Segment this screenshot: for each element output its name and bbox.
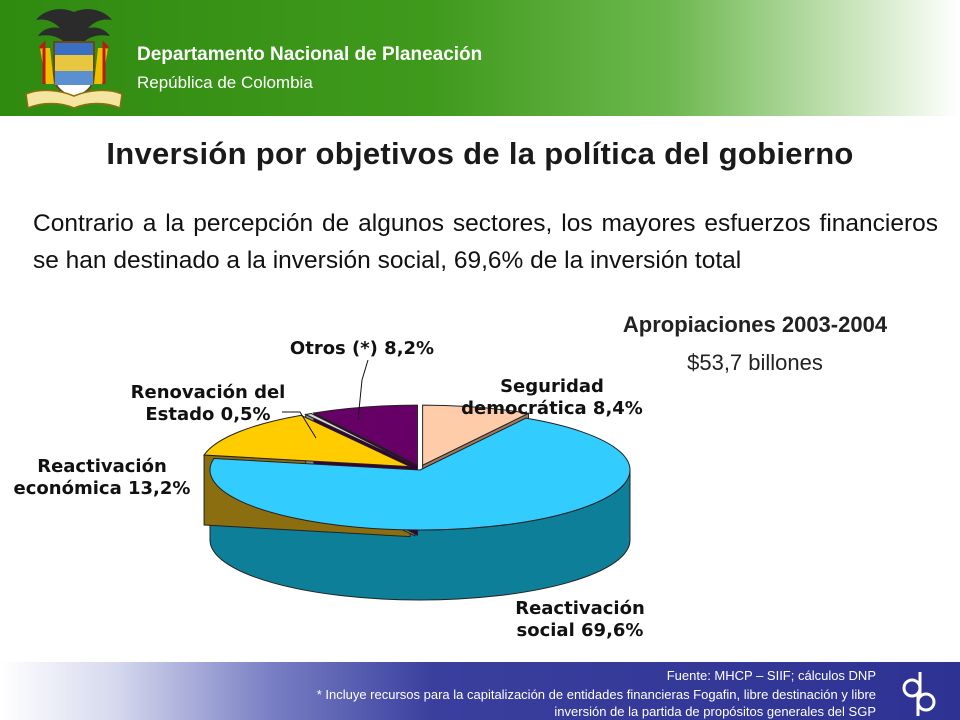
pie-slice-reactivaci-n-econ-mica — [203, 414, 411, 468]
org-subtitle: República de Colombia — [137, 73, 313, 92]
chart-total: $53,7 billones — [687, 350, 823, 375]
footer-banner: Fuente: MHCP – SIIF; cálculos DNP * Incl… — [0, 662, 960, 720]
page-title: Inversión por objetivos de la política d… — [106, 136, 854, 171]
chart-subtitle: Apropiaciones 2003-2004 — [622, 312, 888, 337]
pie-slice-renovaci-n-del-estado — [304, 412, 416, 467]
dnp-logo-icon — [902, 672, 936, 716]
slice-label-4: Otros (*) 8,2% — [290, 338, 434, 359]
slice-label-2: Reactivación económica 13,2% — [14, 456, 191, 499]
pie-slice-otros- — [312, 404, 418, 466]
coat-of-arms-icon — [25, 9, 123, 110]
pie-slice-seguridad-democr-tica — [422, 404, 531, 466]
leader-line-4 — [357, 359, 369, 421]
intro-paragraph: Contrario a la percepción de algunos sec… — [33, 210, 938, 274]
header-banner: Departamento Nacional de Planeación Repú… — [0, 0, 960, 116]
pie-slice-reactivaci-n-social — [209, 417, 631, 531]
slice-label-0: Seguridad democrática 8,4% — [461, 376, 643, 419]
source-note: Fuente: MHCP – SIIF; cálculos DNP — [666, 668, 876, 683]
footnote: * Incluye recursos para la capitalizació… — [316, 687, 876, 719]
slice-label-1: Reactivación social 69,6% — [515, 598, 645, 641]
leader-line-3 — [282, 411, 317, 439]
org-name: Departamento Nacional de Planeación — [137, 44, 483, 65]
pie-chart: Seguridad democrática 8,4% Reactivación soc… — [14, 338, 645, 641]
slice-label-3: Renovación del Estado 0,5% — [131, 382, 286, 425]
